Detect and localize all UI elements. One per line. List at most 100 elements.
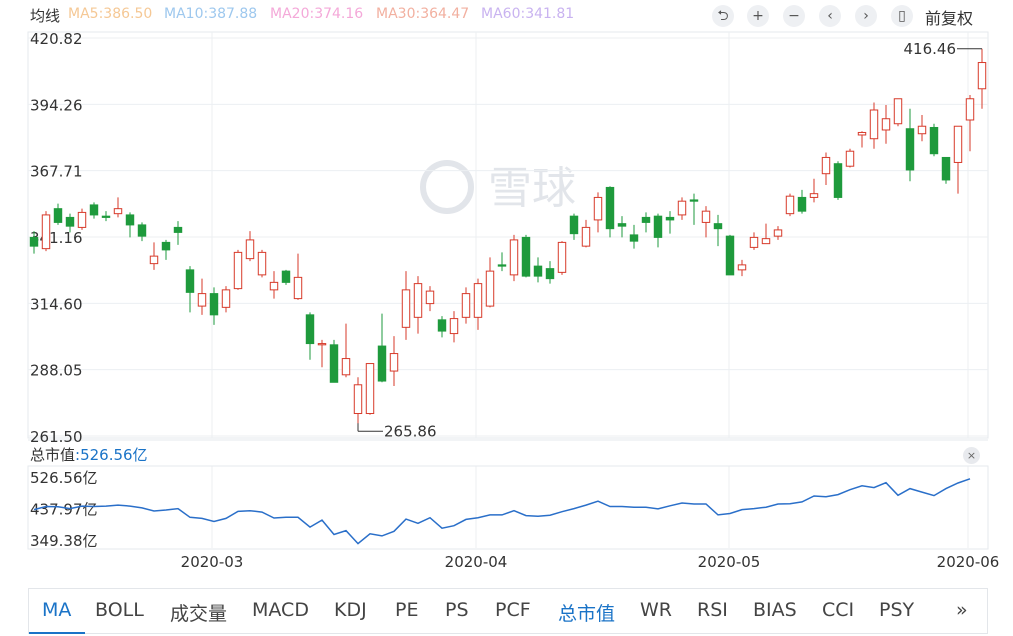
candle-body [65,216,75,227]
tab-psy[interactable]: PSY [879,599,915,621]
candle-icon[interactable]: ▯ [891,5,913,27]
candle-body [821,156,831,175]
extreme-annotations: 416.46 265.86 [357,40,982,440]
more-tabs-icon[interactable]: » [956,599,968,621]
candle-body [341,358,351,376]
candle-body [617,223,627,227]
max-label: 416.46 [904,40,957,58]
candle-body [161,241,171,251]
sub-panel-title: 总市值:526.56亿 [30,444,148,465]
candle-body [713,223,723,230]
x-tick-label: 2020-04 [445,553,508,571]
sub-y-axis: 526.56亿 437.97亿 349.38亿 [30,469,98,550]
sub-panel-value: :526.56亿 [75,446,148,464]
x-tick-label: 2020-03 [181,553,244,571]
candle-body [881,118,891,131]
tab-ps[interactable]: PS [445,599,469,621]
tab-kdj[interactable]: KDJ [334,599,367,621]
ma5-label: MA5:386.50 [68,6,153,22]
candle-body [965,98,975,121]
tab-wr[interactable]: WR [640,599,672,621]
y-tick-label: 314.60 [30,295,83,313]
candle-body [149,255,159,265]
candle-body [269,281,279,291]
candle-body [437,319,447,332]
candle-body [533,265,543,277]
tab-cci[interactable]: CCI [822,599,855,621]
candle-body [137,224,147,237]
candle-body [833,163,843,198]
candle-body [29,236,39,247]
candle-body [845,150,855,167]
tab-volume[interactable]: 成交量 [170,603,228,625]
candle-body [257,251,267,276]
tab-market-cap[interactable]: 总市值 [558,603,616,625]
market-cap-series [33,478,971,545]
candle-body [89,204,99,216]
ma30-label: MA30:364.47 [376,6,470,22]
chevron-right-icon[interactable]: › [855,5,877,27]
candle-body [197,293,207,307]
undo-icon[interactable]: ⮌ [712,5,734,27]
zoom-in-icon[interactable]: + [747,5,769,27]
candle-body [581,226,591,247]
candle-body [677,200,687,216]
tab-rsi[interactable]: RSI [697,599,728,621]
candle-body [725,235,735,276]
chart-toolbar: 均线 MA5:386.50 MA10:387.88 MA20:374.16 MA… [0,0,1013,30]
candle-body [953,125,963,163]
candle-body [665,216,675,221]
candle-body [545,268,555,280]
candle-body [305,314,315,345]
ma10-label: MA10:387.88 [164,6,258,22]
candle-body [593,196,603,221]
candle-body [869,109,879,140]
x-axis: 2020-03 2020-04 2020-05 2020-06 [181,553,1000,571]
candle-body [653,215,663,238]
candle-body [569,215,579,235]
ma60-label: MA60:341.81 [481,6,575,22]
sub-panel-name: 总市值 [30,446,76,464]
close-icon[interactable]: × [963,447,980,464]
sub-y-tick-label: 349.38亿 [30,532,98,550]
y-tick-label: 288.05 [30,362,83,380]
y-tick-label: 420.82 [30,30,83,48]
watermark-text: 雪球 [488,163,576,214]
candle-body [893,98,903,125]
candle-body [281,270,291,283]
candle-body [209,293,219,316]
tab-boll[interactable]: BOLL [95,599,144,621]
indicator-tabs: MA BOLL 成交量 MACD KDJ PE PS PCF 总市值 WR RS… [28,588,988,634]
candle-body [485,270,495,307]
candle-body [41,214,51,250]
chevron-left-icon[interactable]: ‹ [819,5,841,27]
candle-body [101,215,111,218]
market-cap-line [33,478,971,545]
y-tick-label: 394.26 [30,96,83,114]
candlestick-series [29,48,987,428]
tab-ma[interactable]: MA [42,599,72,621]
candle-body [449,318,459,335]
candle-body [941,156,951,181]
candle-body [125,214,135,226]
tab-macd[interactable]: MACD [252,599,309,621]
candle-body [401,289,411,328]
tab-pe[interactable]: PE [395,599,419,621]
candle-body [413,283,423,318]
price-adjust-button[interactable]: 前复权 [925,9,974,28]
candle-body [857,131,867,136]
ma-title: 均线 [30,7,61,25]
tab-pcf[interactable]: PCF [495,599,531,621]
y-tick-label: 367.71 [30,163,83,181]
candle-body [329,344,339,383]
candle-body [353,384,363,415]
candle-body [473,283,483,318]
candle-body [113,208,123,215]
candle-body [977,62,987,90]
candle-body [761,238,771,245]
candle-body [233,251,243,290]
zoom-out-icon[interactable]: − [783,5,805,27]
tab-bias[interactable]: BIAS [753,599,797,621]
candle-body [497,264,507,267]
